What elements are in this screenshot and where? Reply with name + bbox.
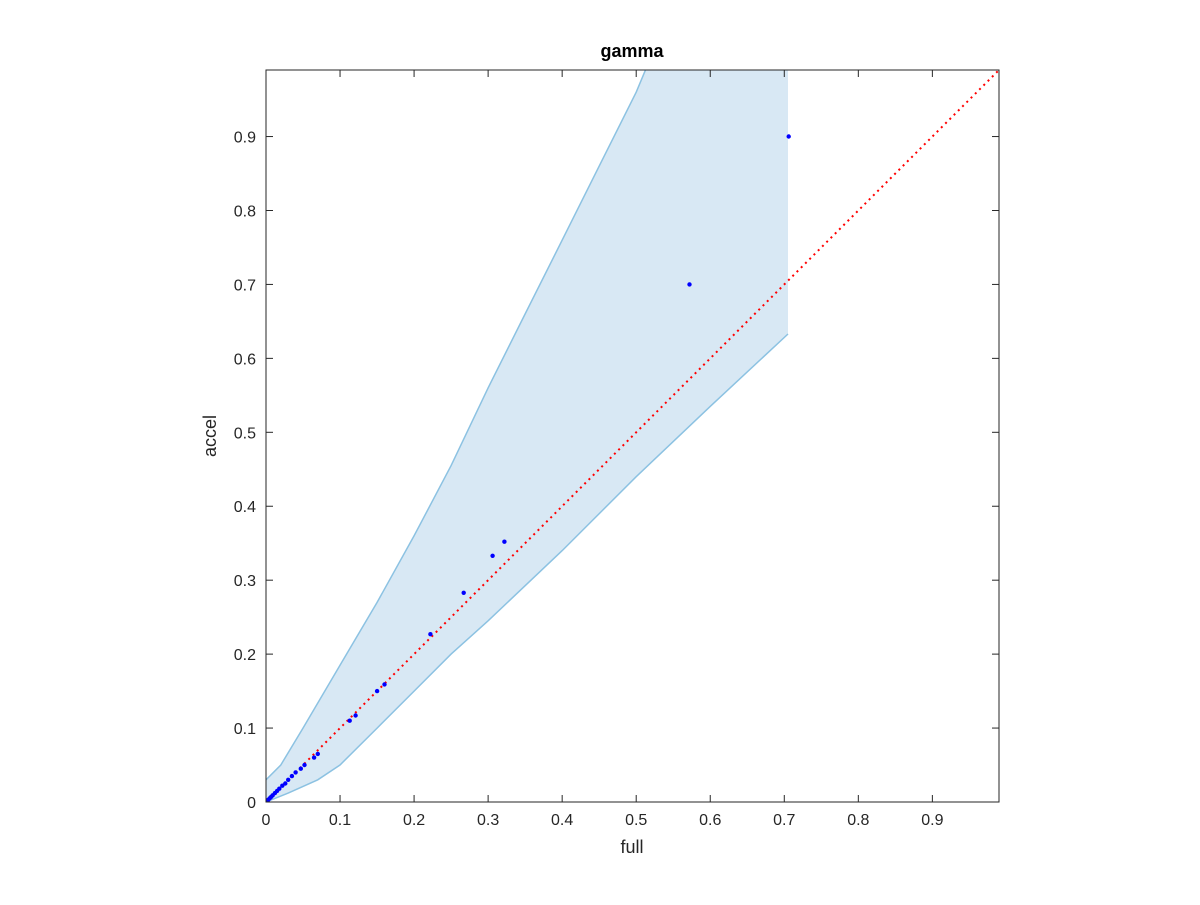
data-point — [382, 682, 387, 687]
confidence-band-fill — [266, 70, 788, 802]
x-tick-label: 0 — [262, 812, 271, 829]
data-point — [353, 713, 358, 718]
data-point — [347, 718, 352, 723]
confidence-band-lower-edge — [266, 333, 789, 802]
data-point — [283, 781, 288, 786]
x-tick-label: 0.9 — [921, 812, 943, 829]
data-point — [298, 766, 303, 771]
y-tick-label: 0 — [247, 795, 256, 812]
x-tick-label: 0.2 — [403, 812, 425, 829]
y-tick-label: 0.2 — [234, 647, 256, 664]
axes-box — [265, 69, 1000, 803]
data-point — [374, 688, 380, 694]
y-tick-label: 0.3 — [234, 573, 256, 590]
x-tick-label: 0.8 — [847, 812, 869, 829]
data-point — [277, 786, 282, 791]
identity-reference-line — [266, 70, 999, 802]
x-axis-label: full — [620, 837, 643, 857]
chart-title: gamma — [600, 41, 664, 61]
y-tick-label: 0.7 — [234, 277, 256, 294]
x-tick-label: 0.1 — [329, 812, 351, 829]
y-axis-ticks: 0 0.1 0.2 0.3 0.4 0.5 0.6 0.7 0.8 0.9 — [234, 130, 999, 812]
data-point — [289, 773, 295, 779]
x-tick-label: 0.4 — [551, 812, 573, 829]
y-tick-label: 0.1 — [234, 721, 256, 738]
axes: 0 0.1 0.2 0.3 0.4 0.5 0.6 0.7 0.8 0.9 00.10.20.30… — [234, 69, 1000, 829]
data-point — [286, 777, 291, 782]
data-point — [311, 755, 317, 760]
plot-area — [266, 70, 999, 802]
data-point — [315, 751, 320, 757]
data-point — [428, 632, 433, 637]
data-point — [293, 770, 298, 775]
data-point — [302, 762, 307, 768]
y-axis-label: accel — [200, 415, 220, 457]
y-tick-label: 0.9 — [234, 130, 256, 147]
data-point — [786, 134, 791, 139]
data-points — [266, 134, 791, 802]
x-tick-label: 0.5 — [625, 812, 647, 829]
confidence-band-upper-edge — [266, 70, 714, 781]
y-tick-label: 0.5 — [234, 425, 256, 442]
x-tick-label: 0.3 — [477, 812, 499, 829]
data-point — [490, 553, 495, 558]
y-tick-label: 0.6 — [234, 351, 256, 368]
data-point — [502, 539, 507, 544]
x-axis-ticks: 0 0.1 0.2 0.3 0.4 0.5 0.6 0.7 0.8 0.9 — [262, 70, 944, 829]
y-tick-label: 0.4 — [234, 499, 256, 516]
data-point — [687, 282, 692, 287]
y-tick-label: 0.8 — [234, 203, 256, 220]
x-tick-label: 0.7 — [773, 812, 795, 829]
data-point — [461, 590, 466, 595]
x-tick-label: 0.6 — [699, 812, 721, 829]
